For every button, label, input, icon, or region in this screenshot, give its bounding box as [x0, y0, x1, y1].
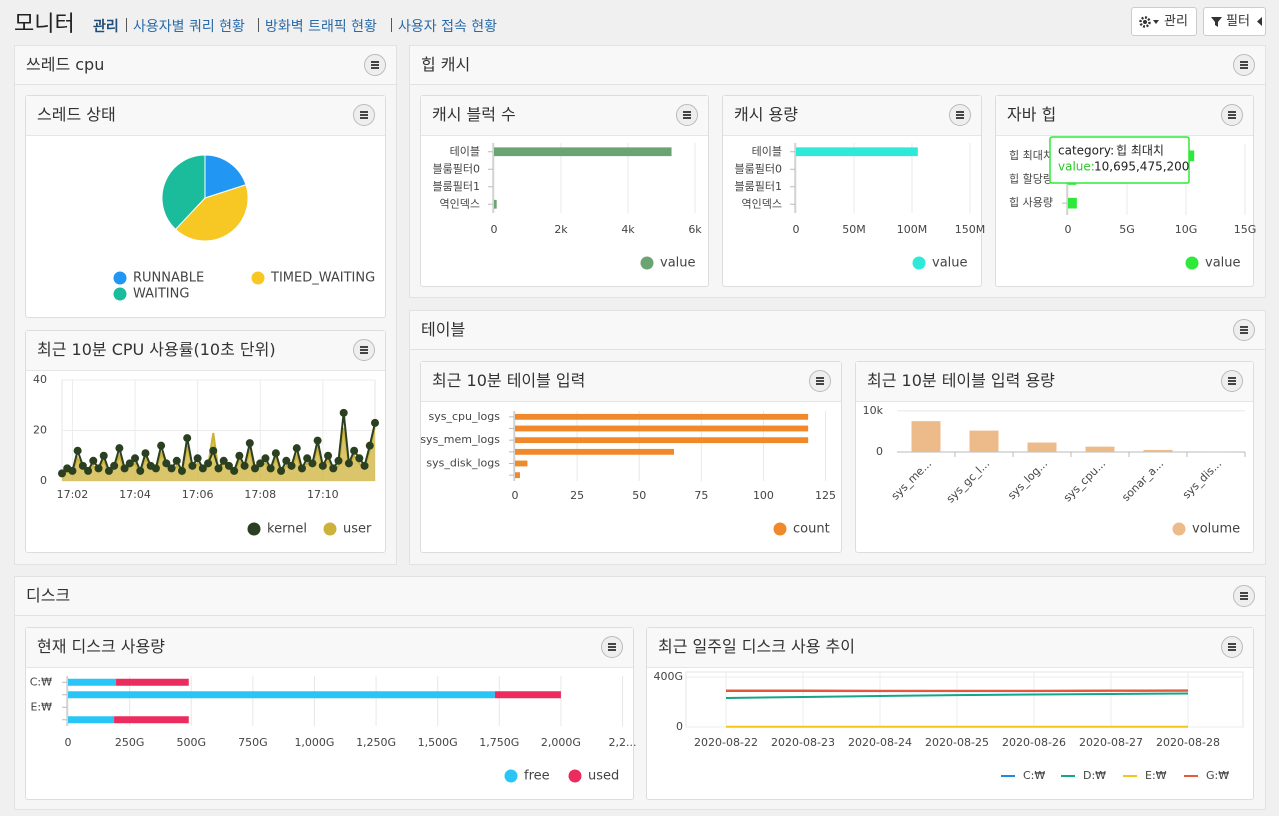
- button-label: 필터: [1226, 14, 1250, 29]
- admin-button[interactable]: 관리: [1131, 7, 1197, 36]
- panel-title: 현재 디스크 사용량: [37, 637, 165, 656]
- menu-button[interactable]: [1221, 636, 1243, 658]
- menu-button[interactable]: [809, 370, 831, 392]
- panel-title: 캐시 용량: [734, 105, 798, 124]
- nav-link[interactable]: 관리: [93, 19, 119, 35]
- separator: [258, 18, 259, 32]
- panel: 최근 일주일 디스크 사용 추이: [646, 627, 1254, 800]
- panel-title: 캐시 블럭 수: [432, 105, 516, 124]
- panel: 자바 힙: [995, 95, 1254, 287]
- panel-title: 최근 10분 CPU 사용률(10초 단위): [37, 340, 276, 359]
- panel: 현재 디스크 사용량: [25, 627, 634, 800]
- menu-button[interactable]: [353, 339, 375, 361]
- gear-icon: [1139, 16, 1159, 28]
- panel-title: 스레드 상태: [37, 105, 116, 124]
- nav-link[interactable]: 사용자별 쿼리 현황: [133, 19, 245, 35]
- panel-title: 최근 10분 테이블 입력 용량: [867, 371, 1055, 390]
- menu-button[interactable]: [1221, 104, 1243, 126]
- menu-button[interactable]: [353, 104, 375, 126]
- caret-icon: [1257, 17, 1262, 26]
- separator: [391, 18, 392, 32]
- menu-button[interactable]: [1233, 319, 1255, 341]
- separator: [126, 18, 127, 32]
- panel: 스레드 상태: [25, 95, 386, 318]
- panel-title: 자바 힙: [1007, 105, 1057, 124]
- menu-button[interactable]: [949, 104, 971, 126]
- menu-button[interactable]: [1221, 370, 1243, 392]
- panel: 캐시 블럭 수: [420, 95, 709, 287]
- section-title: 디스크: [26, 586, 71, 605]
- panel: 최근 10분 CPU 사용률(10초 단위): [25, 330, 386, 553]
- panel-title: 최근 10분 테이블 입력: [432, 371, 586, 390]
- panel-title: 최근 일주일 디스크 사용 추이: [658, 637, 855, 656]
- page-title: 모니터: [14, 12, 75, 37]
- section-title: 힙 캐시: [421, 55, 471, 74]
- filter-icon: [1211, 17, 1222, 27]
- menu-button[interactable]: [601, 636, 623, 658]
- panel: 캐시 용량: [722, 95, 982, 287]
- menu-button[interactable]: [1233, 585, 1255, 607]
- button-label: 관리: [1164, 14, 1188, 29]
- panel: 최근 10분 테이블 입력 용량: [855, 361, 1254, 553]
- nav-link[interactable]: 사용자 접속 현황: [398, 19, 498, 35]
- menu-button[interactable]: [676, 104, 698, 126]
- section-title: 테이블: [421, 320, 466, 339]
- menu-button[interactable]: [364, 54, 386, 76]
- panel: 최근 10분 테이블 입력: [420, 361, 842, 553]
- filter-button[interactable]: 필터: [1203, 7, 1266, 36]
- menu-button[interactable]: [1233, 54, 1255, 76]
- section-title: 쓰레드 cpu: [26, 55, 105, 74]
- nav-link[interactable]: 방화벽 트래픽 현황: [265, 19, 377, 35]
